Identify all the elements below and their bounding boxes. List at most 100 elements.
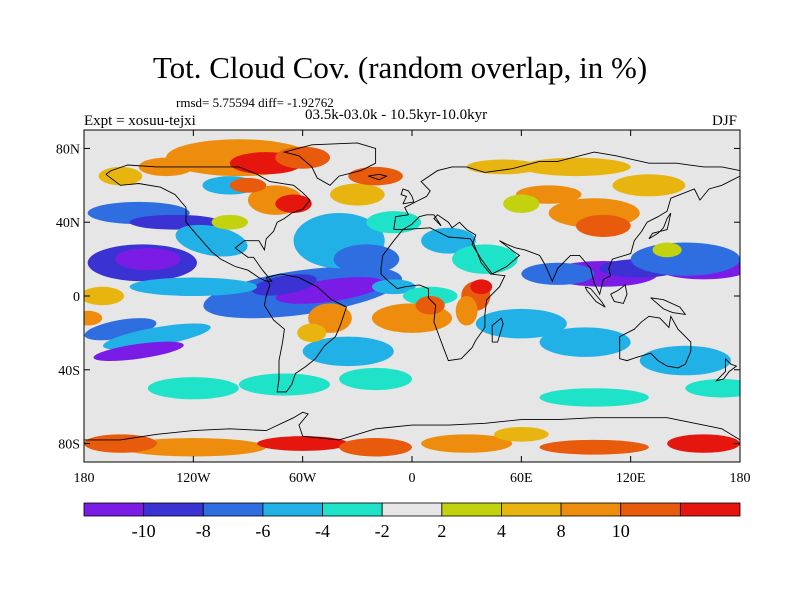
lon-label: 60E (510, 471, 533, 486)
stats-line: rmsd= 5.75594 diff= -1.92762 (176, 95, 334, 110)
anomaly-blob (84, 434, 157, 453)
chart-title: Tot. Cloud Cov. (random overlap, in %) (152, 50, 648, 85)
colorbar-swatch (620, 502, 681, 517)
colorbar-swatch (322, 502, 383, 517)
anomaly-blob (120, 438, 267, 457)
anomaly-blob (421, 227, 476, 254)
lat-label: 40S (58, 364, 80, 379)
coastline-madagascar (491, 317, 504, 343)
lat-label: 80N (56, 142, 80, 157)
anomaly-blob (539, 327, 631, 357)
anomaly-blob (114, 248, 181, 271)
anomaly-blob (175, 224, 248, 257)
colorbar-label: -8 (196, 521, 211, 541)
anomaly-blob (129, 277, 258, 296)
anomaly-blob (339, 367, 412, 391)
coastline-iceland (368, 173, 388, 181)
coastline-south-america (263, 273, 347, 393)
lon-label: 120E (616, 471, 646, 486)
anomaly-blob (98, 166, 143, 186)
coastline-uk (400, 188, 415, 205)
colorbar-swatch (381, 502, 443, 517)
period-line: 03.5k-03.0k - 10.5kyr-10.0kyr (305, 107, 488, 123)
anomaly-blob (539, 439, 649, 455)
anomaly-blob (685, 379, 740, 398)
anomaly-blob (84, 286, 125, 306)
colorbar-swatch (679, 502, 741, 517)
anomaly-blob (333, 244, 400, 274)
anomaly-blob (371, 279, 416, 295)
anomaly-blob (147, 377, 239, 400)
colorbar-swatch (501, 502, 562, 517)
anomaly-blob (612, 174, 686, 197)
anomaly-blob (348, 166, 403, 186)
anomaly-blob (470, 279, 493, 295)
anomaly-blob (466, 159, 540, 175)
anomaly-blob (503, 194, 540, 213)
colorbar-swatch (560, 502, 622, 517)
lat-label: 0 (73, 290, 80, 305)
anomaly-blob (539, 388, 649, 407)
anomaly-blob (275, 277, 385, 304)
coastline-australia (619, 314, 692, 369)
colorbar-label: -6 (255, 521, 270, 541)
colorbar-swatch (83, 502, 145, 517)
anomaly-blob (93, 341, 184, 362)
anomaly-blob (452, 244, 518, 274)
colorbar-label: 8 (557, 521, 566, 541)
anomaly-blob (366, 211, 422, 234)
anomaly-blob (103, 323, 211, 350)
coastline-indonesia-borneo (610, 284, 628, 304)
anomaly-blob (455, 296, 478, 326)
lon-label: 60W (289, 471, 317, 486)
anomaly-blob (275, 194, 312, 213)
anomaly-blob (667, 434, 740, 453)
coastline-north-america (105, 164, 311, 282)
lon-label: 180 (730, 471, 751, 486)
colorbar-label: 2 (437, 521, 446, 541)
anomaly-blob (639, 345, 731, 376)
colorbar-swatch (441, 502, 502, 517)
anomaly-blob (339, 438, 412, 457)
coastline-sumatra (584, 286, 606, 308)
coastline-new-guinea (650, 297, 687, 315)
colorbar-swatch (143, 502, 204, 517)
anomaly-blob (238, 373, 330, 396)
lon-label: 120W (176, 471, 211, 486)
coastline-new-zealand (714, 358, 738, 382)
axis-ticks: 80N 40N 0 40S 80S 180 120W 60W 0 60E 120E 180 (56, 130, 751, 486)
coastline-japan (648, 212, 672, 240)
anomaly-blob (630, 242, 740, 276)
anomaly-blob (652, 242, 682, 258)
anomaly-blob (415, 296, 445, 315)
experiment-line: Expt = xosuu-tejxi (84, 113, 196, 129)
anomaly-blob (84, 318, 157, 341)
coastline-eurasia (393, 151, 740, 296)
anomaly-blob (275, 146, 330, 169)
anomaly-blob (229, 177, 267, 193)
coastline-greenland (282, 142, 377, 186)
coastline-antarctica (84, 411, 740, 441)
colorbar-label: -2 (375, 521, 390, 541)
colorbar-label: -4 (315, 521, 330, 541)
anomaly-blob (330, 183, 385, 206)
anomaly-blob (257, 436, 349, 451)
lat-label: 80S (58, 438, 80, 453)
anomaly-blob (211, 214, 248, 230)
map-plot-area (84, 130, 740, 462)
anomaly-blob (402, 286, 458, 306)
anomaly-blob (302, 336, 394, 367)
lon-label: 0 (409, 471, 416, 486)
anomaly-blob (475, 308, 567, 339)
colorbar-label: -10 (132, 521, 156, 541)
colorbar-swatch (262, 502, 323, 517)
anomaly-field (84, 139, 740, 457)
anomaly-blob (297, 323, 327, 343)
anomaly-blob (421, 434, 513, 453)
anomaly-blob (576, 214, 631, 237)
lat-label: 40N (56, 216, 80, 231)
season-label: DJF (712, 113, 738, 129)
anomaly-blob (521, 157, 631, 177)
colorbar-label: 10 (612, 521, 630, 541)
